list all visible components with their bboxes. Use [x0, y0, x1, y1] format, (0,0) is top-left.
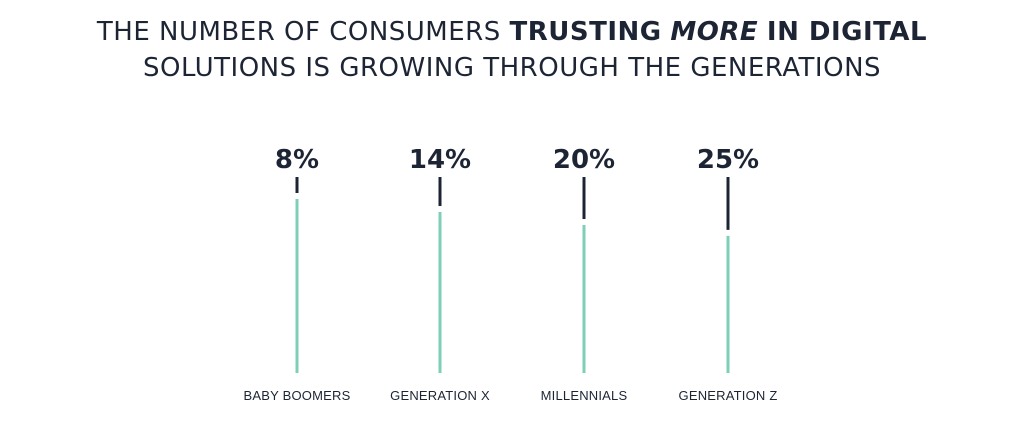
title-emphasis-in-digital: IN DIGITAL	[766, 17, 928, 47]
title-line-2: SOLUTIONS IS GROWING THROUGH THE GENERAT…	[142, 53, 882, 83]
category-label: BABY BOOMERS	[244, 388, 351, 403]
data-label: 25%	[697, 145, 759, 175]
bar-group: 8% BABY BOOMERS	[244, 145, 351, 403]
title-emphasis-more: MORE	[670, 17, 759, 47]
title-line-1: THE NUMBER OF CONSUMERS TRUSTING MORE IN…	[0, 14, 1024, 50]
category-label: GENERATION Z	[679, 388, 778, 403]
category-label: GENERATION X	[390, 388, 490, 403]
title-emphasis-trusting: TRUSTING	[509, 17, 662, 47]
data-label: 20%	[553, 145, 615, 175]
title-text-1: THE NUMBER OF CONSUMERS	[96, 17, 501, 47]
bar-group: 20% MILLENNIALS	[541, 145, 628, 403]
chart-title: THE NUMBER OF CONSUMERS TRUSTING MORE IN…	[0, 14, 1024, 86]
bar-group: 25% GENERATION Z	[679, 145, 778, 403]
data-label: 14%	[409, 145, 471, 175]
category-label: MILLENNIALS	[541, 388, 628, 403]
data-label: 8%	[275, 145, 319, 175]
bar-group: 14% GENERATION X	[390, 145, 490, 403]
